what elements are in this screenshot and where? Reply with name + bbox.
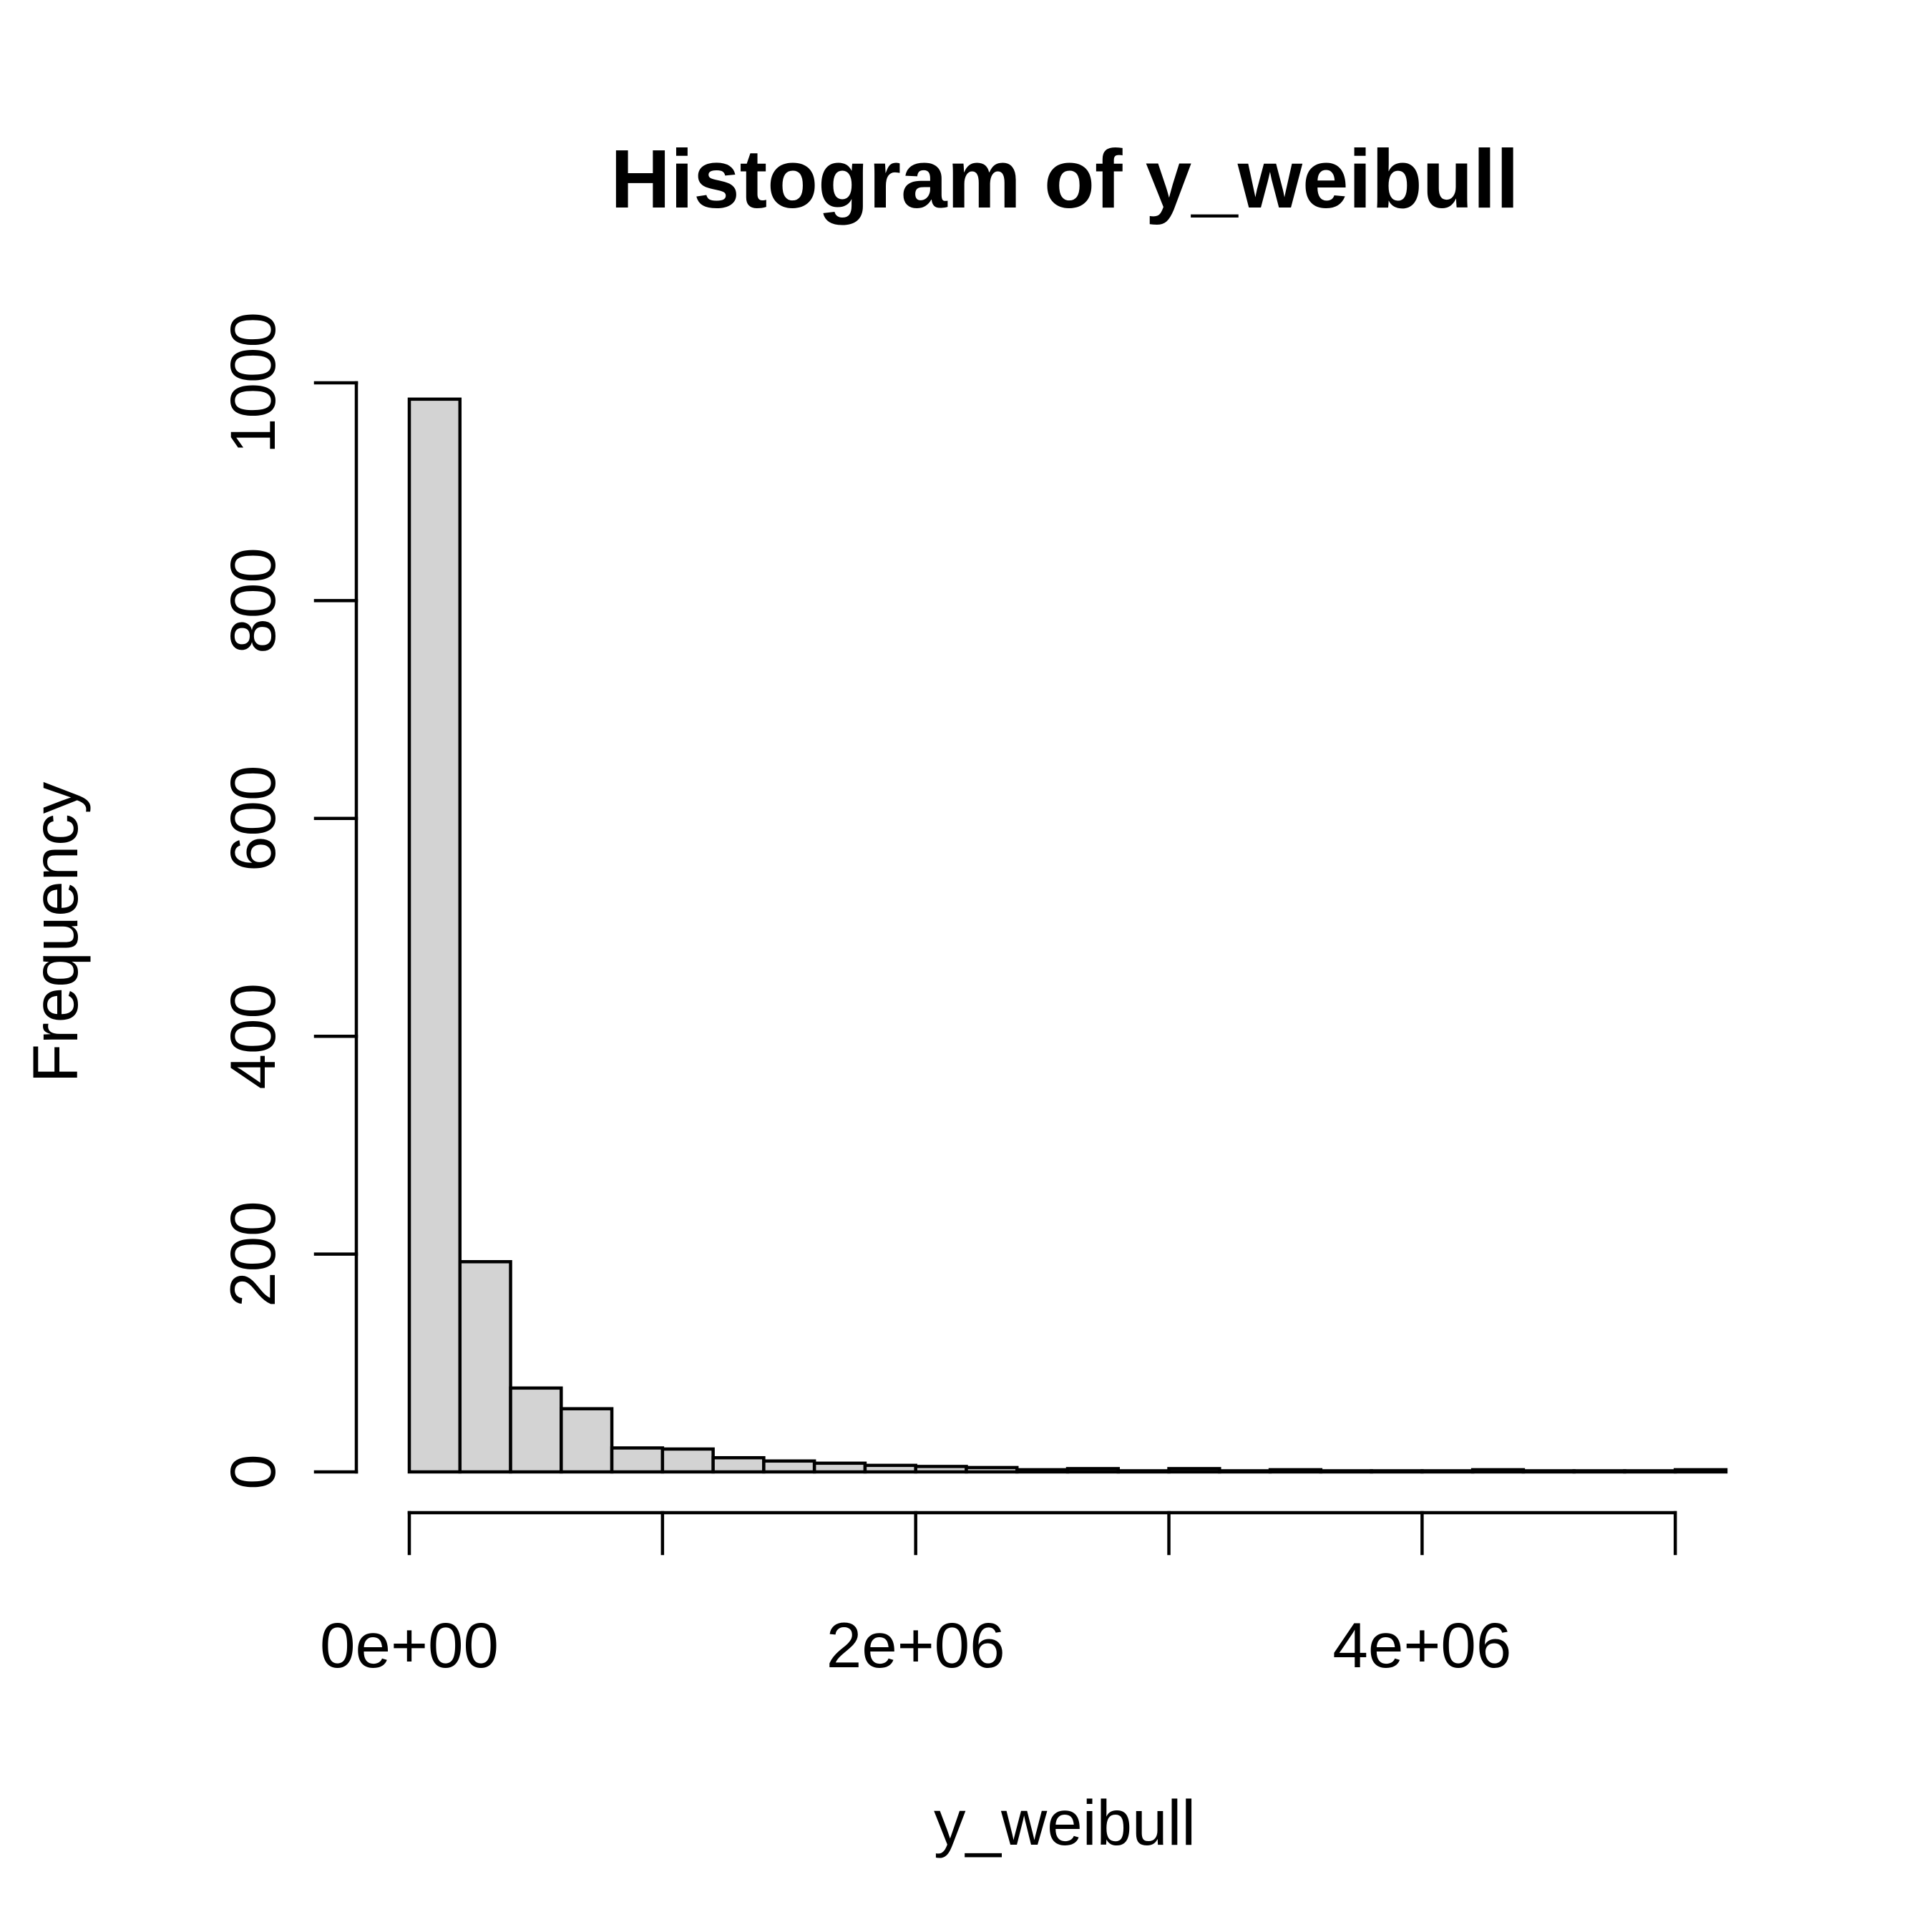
histogram-bar — [1521, 1469, 1576, 1474]
histogram-bar — [1623, 1469, 1677, 1474]
histogram-bar — [1370, 1469, 1424, 1474]
histogram-bar — [965, 1465, 1019, 1474]
y-tick-label: 600 — [217, 766, 288, 872]
histogram-bar — [863, 1463, 917, 1474]
histogram-bar — [1218, 1469, 1272, 1474]
x-tick-label: 0e+00 — [320, 1609, 499, 1681]
chart-title: Histogram of y_weibull — [610, 132, 1519, 225]
histogram-bar — [1319, 1469, 1373, 1474]
histogram-bar — [1470, 1468, 1526, 1474]
y-tick-label: 800 — [217, 547, 288, 654]
histogram-bar — [812, 1461, 867, 1474]
histogram-bar — [1065, 1467, 1121, 1474]
y-tick-label: 400 — [217, 983, 288, 1090]
histogram-bar — [560, 1407, 614, 1474]
x-tick-label: 4e+06 — [1332, 1609, 1511, 1681]
y-axis-title: Frequency — [19, 781, 91, 1083]
histogram-bar — [660, 1447, 715, 1474]
histogram-bar — [914, 1465, 968, 1474]
histogram-bars — [407, 397, 1728, 1474]
histogram-bar — [458, 1260, 512, 1474]
x-tick-label: 2e+06 — [826, 1609, 1005, 1681]
histogram-bar — [762, 1459, 816, 1474]
y-axis: 0 200 400 600 800 1000 — [217, 312, 358, 1490]
histogram-bar — [1420, 1469, 1475, 1474]
histogram-bar — [1268, 1468, 1323, 1474]
histogram-bar — [1572, 1469, 1626, 1474]
histogram-bar — [407, 397, 462, 1474]
histogram-bar — [1167, 1467, 1221, 1474]
y-tick-label: 200 — [217, 1201, 288, 1307]
histogram-bar — [1015, 1468, 1070, 1474]
histogram-bar — [1673, 1468, 1728, 1474]
histogram-bar — [1116, 1469, 1171, 1474]
histogram-bar — [711, 1455, 766, 1474]
histogram-bar — [509, 1386, 563, 1474]
x-axis-title: y_weibull — [934, 1787, 1196, 1858]
histogram-bar — [610, 1446, 665, 1474]
x-axis: 0e+00 2e+06 4e+06 — [320, 1511, 1677, 1681]
y-tick-label: 1000 — [217, 312, 288, 454]
y-tick-label: 0 — [217, 1454, 288, 1490]
